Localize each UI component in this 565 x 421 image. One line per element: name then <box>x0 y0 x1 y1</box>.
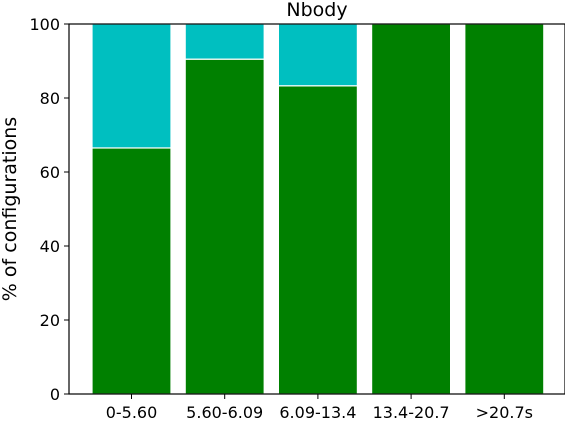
bar-1-series-0 <box>184 58 265 395</box>
bar-3-series-0 <box>371 23 452 395</box>
x-tick-label-3: 13.4-20.7 <box>373 403 450 421</box>
bar-0-series-1 <box>91 23 172 149</box>
y-tick-label-0: 0 <box>50 385 60 404</box>
y-tick-label-1: 20 <box>40 311 60 330</box>
y-tick-label-4: 80 <box>40 89 60 108</box>
bar-4-series-0 <box>464 23 545 395</box>
bar-0-series-0 <box>91 147 172 395</box>
x-tick-label-1: 5.60-6.09 <box>186 403 263 421</box>
y-ticks-group: 0 20 40 60 80 100 <box>29 15 69 404</box>
x-tick-label-4: >20.7s <box>476 403 533 421</box>
x-ticks-group: 0-5.60 5.60-6.09 6.09-13.4 13.4-20.7 >20.7s <box>106 394 533 421</box>
bars-group <box>91 23 545 395</box>
y-tick-label-3: 60 <box>40 163 60 182</box>
y-axis-label: % of configurations <box>0 117 21 301</box>
bar-2-series-0 <box>277 85 358 395</box>
x-tick-label-2: 6.09-13.4 <box>279 403 356 421</box>
y-tick-label-2: 40 <box>40 237 60 256</box>
bar-1-series-1 <box>184 23 265 60</box>
chart-title: Nbody <box>286 0 347 21</box>
plot-frame <box>68 23 565 395</box>
x-tick-label-0: 0-5.60 <box>106 403 158 421</box>
bar-2-series-1 <box>277 23 358 87</box>
y-tick-label-5: 100 <box>29 15 60 34</box>
